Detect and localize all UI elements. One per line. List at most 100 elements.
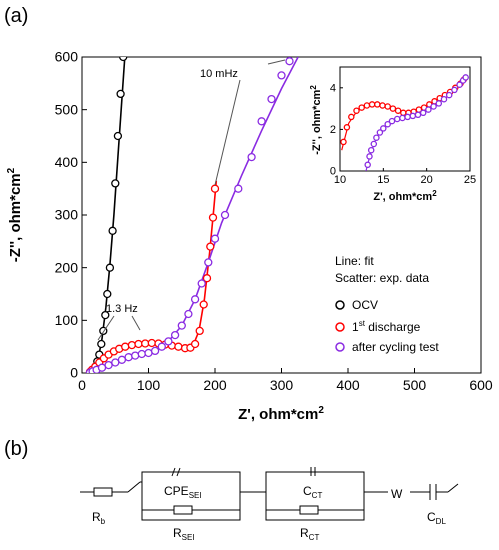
note-line-fit: Line: fit	[335, 254, 374, 268]
main-point-after-cycling-test	[257, 117, 266, 126]
main-x-tick-label: 400	[336, 377, 360, 393]
label-rct: RCT	[300, 526, 319, 542]
main-point-after-cycling-test	[204, 258, 213, 267]
inset-x-tick-label: 15	[377, 174, 389, 186]
inset-point-1st-discharge	[389, 105, 397, 112]
inset-point-after-cycling-test	[409, 112, 417, 120]
main-point-1st-discharge	[208, 213, 218, 222]
inset-point-after-cycling-test	[384, 120, 391, 128]
inset-point-after-cycling-test	[373, 134, 380, 141]
inset-plot-frame	[339, 66, 471, 172]
main-x-tick-label: 200	[203, 377, 227, 393]
main-x-tick-label: 100	[137, 377, 161, 393]
panel-a-label: (a)	[4, 5, 28, 27]
equivalent-circuit	[80, 467, 459, 521]
main-point-ocv	[111, 179, 120, 188]
inset-point-after-cycling-test	[414, 111, 422, 119]
inset-point-1st-discharge	[340, 138, 347, 146]
resistor-rb	[93, 487, 113, 497]
main-y-tick-label: 300	[55, 207, 79, 223]
main-point-1st-discharge	[127, 340, 137, 350]
main-y-axis-title: -Z'', ohm*cm2	[6, 167, 24, 262]
cpe-mark-2	[176, 467, 181, 477]
label-rb: Rb	[92, 510, 106, 526]
inset-point-after-cycling-test	[462, 74, 469, 81]
label-rsei: RSEI	[173, 526, 195, 542]
inset-point-1st-discharge	[343, 124, 351, 131]
inset-x-tick-label: 25	[464, 174, 476, 186]
main-point-after-cycling-test	[177, 321, 186, 330]
inset-point-1st-discharge	[394, 107, 402, 114]
main-point-ocv	[97, 339, 106, 349]
annotation-10mhz-leader	[214, 79, 241, 186]
inset-point-1st-discharge	[374, 101, 381, 108]
inset-point-1st-discharge	[368, 101, 376, 108]
main-point-after-cycling-test	[137, 349, 146, 359]
label-cct: CCT	[303, 484, 322, 500]
inset-point-after-cycling-test	[366, 153, 373, 160]
main-point-after-cycling-test	[210, 234, 220, 243]
main-point-after-cycling-test	[184, 309, 193, 319]
resistor-rsei	[173, 505, 193, 515]
main-point-after-cycling-test	[150, 346, 160, 356]
main-y-ticks: 0 100 200 300 400 500 600	[55, 49, 87, 381]
inset-point-after-cycling-test	[370, 140, 378, 148]
main-point-after-cycling-test	[170, 330, 180, 340]
main-y-tick-label: 0	[70, 365, 78, 381]
main-point-1st-discharge	[121, 342, 130, 351]
main-y-tick-label: 500	[55, 101, 79, 117]
main-x-tick-label: 500	[403, 377, 427, 393]
inset-point-1st-discharge	[384, 103, 391, 110]
main-y-tick-label: 100	[55, 312, 79, 328]
inset-point-1st-discharge	[400, 109, 407, 117]
inset-point-after-cycling-test	[451, 86, 458, 94]
main-point-1st-discharge	[206, 242, 215, 251]
main-plot-frame	[81, 56, 482, 374]
legend-label-ocv: OCV	[352, 298, 378, 312]
inset-x-axis-title: Z', ohm*cm2	[373, 189, 437, 203]
annotation-10mhz: 10 mHz	[200, 68, 238, 80]
main-point-after-cycling-test	[234, 184, 243, 193]
label-cpe-sei: CPESEI	[164, 484, 202, 500]
inset-x-ticks: 10 15 20 25	[334, 168, 476, 186]
circuit-wire-slant	[127, 481, 141, 493]
label-w: W	[391, 487, 403, 501]
main-point-1st-discharge	[134, 339, 143, 349]
inset-point-1st-discharge	[379, 102, 386, 109]
inset-y-ticks: 0 2 4	[330, 82, 343, 178]
main-point-1st-discharge	[174, 342, 183, 351]
main-x-tick-label: 600	[469, 377, 493, 393]
main-x-ticks: 0 100 200 300 400 500 600	[78, 368, 493, 393]
inset-point-after-cycling-test	[399, 114, 406, 122]
inset-y-tick-label: 0	[330, 166, 336, 178]
label-cdl: CDL	[427, 510, 446, 526]
legend-label-1st-discharge: 1st discharge	[352, 319, 421, 334]
cpe-mark-1	[171, 467, 176, 477]
circuit-labels: Rb CPESEI RSEI CCT RCT W CDL	[92, 484, 446, 542]
main-point-after-cycling-test	[267, 94, 276, 104]
inset-point-1st-discharge	[358, 104, 365, 111]
inset-point-after-cycling-test	[430, 103, 437, 110]
inset-point-1st-discharge	[353, 107, 360, 114]
inset-point-after-cycling-test	[456, 81, 463, 88]
main-point-1st-discharge	[195, 326, 204, 336]
inset-chart: 10 15 20 25 0 2 4 Z', ohm*cm2 -Z'', ohm*cm2	[309, 66, 476, 203]
main-point-after-cycling-test	[111, 358, 120, 367]
inset-point-after-cycling-test	[376, 129, 384, 136]
main-point-ocv	[113, 131, 123, 141]
main-point-after-cycling-test	[277, 71, 286, 80]
panel-b-label: (b)	[4, 438, 28, 460]
inset-y-tick-label: 4	[330, 82, 336, 94]
main-point-after-cycling-test	[97, 363, 107, 372]
main-y-tick-label: 600	[55, 49, 79, 65]
main-point-after-cycling-test	[131, 351, 140, 360]
inset-point-after-cycling-test	[440, 95, 448, 103]
main-point-after-cycling-test	[144, 348, 153, 358]
main-point-ocv	[119, 57, 128, 62]
legend-label-after-cycling: after cycling test	[352, 340, 439, 354]
annotation-10mhz-arrow	[267, 59, 286, 65]
main-chart: 0 100 200 300 400 500 600 0100200300400500600 …	[6, 49, 493, 423]
annotation-1-3hz-arrow	[97, 315, 115, 341]
legend-marker-ocv	[335, 300, 345, 310]
inset-point-group	[340, 74, 469, 169]
